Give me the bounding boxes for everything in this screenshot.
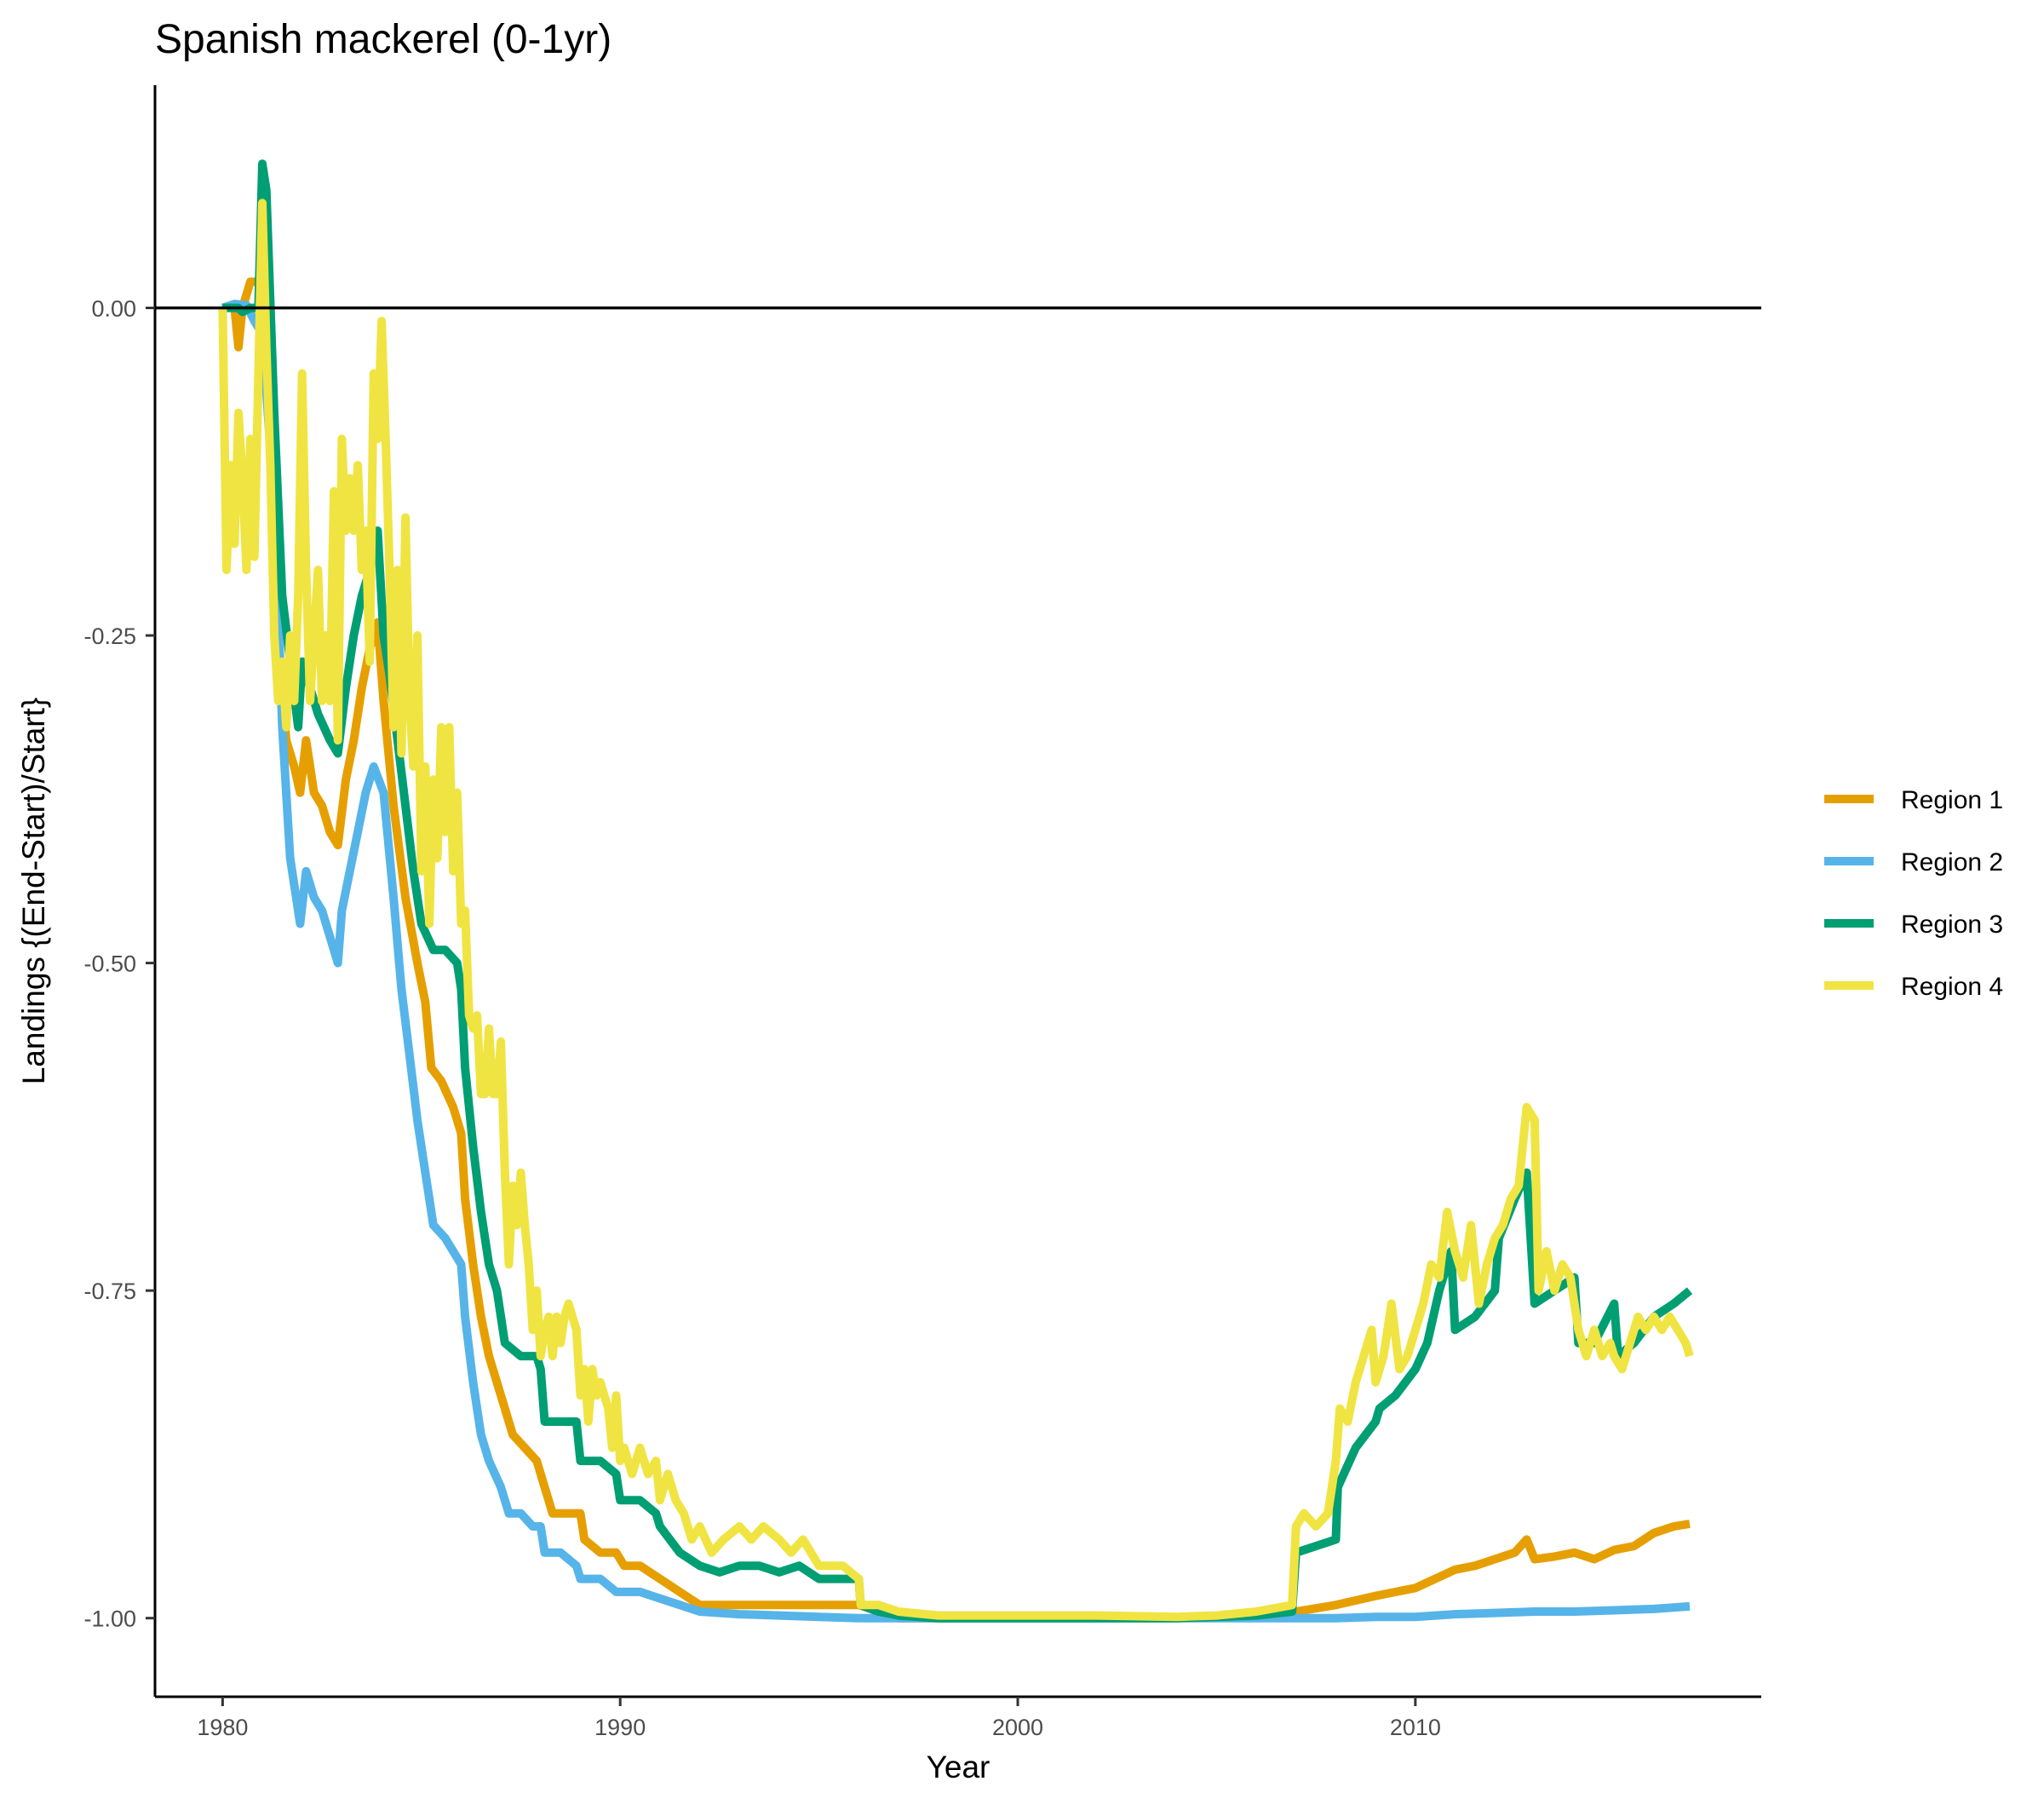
series-line-region-1 xyxy=(222,277,1691,1623)
x-tick-label: 1990 xyxy=(594,1715,646,1740)
y-tick-label: -0.25 xyxy=(83,624,136,649)
x-tick-label: 2010 xyxy=(1390,1715,1441,1740)
y-tick-label: 0.00 xyxy=(91,296,136,321)
y-axis-title: Landings {(End-Start)/Start} xyxy=(16,698,51,1085)
x-tick-label: 1980 xyxy=(197,1715,248,1740)
x-axis-ticks: 1980 1990 2000 2010 xyxy=(197,1697,1441,1740)
y-tick-label: -1.00 xyxy=(83,1606,136,1632)
series-line-region-4 xyxy=(218,198,1694,1622)
chart-title: Spanish mackerel (0-1yr) xyxy=(155,17,611,62)
legend-label-region-4: Region 4 xyxy=(1901,973,2003,1001)
x-axis-title: Year xyxy=(927,1750,990,1784)
legend-label-region-3: Region 3 xyxy=(1901,911,2003,939)
legend-label-region-2: Region 2 xyxy=(1901,848,2003,876)
x-tick-label: 2000 xyxy=(992,1715,1043,1740)
y-tick-label: -0.50 xyxy=(83,951,136,977)
legend: Region 1 Region 2 Region 3 Region 4 xyxy=(1824,786,2003,1001)
y-axis-ticks: 0.00 -0.25 -0.50 -0.75 -1.00 xyxy=(83,296,155,1632)
series-layer xyxy=(218,159,1694,1623)
legend-label-region-1: Region 1 xyxy=(1901,786,2003,814)
y-tick-label: -0.75 xyxy=(83,1279,136,1304)
